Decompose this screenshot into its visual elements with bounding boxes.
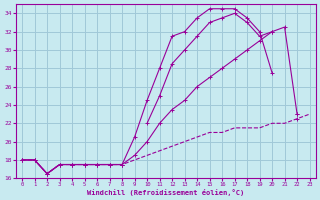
X-axis label: Windchill (Refroidissement éolien,°C): Windchill (Refroidissement éolien,°C) bbox=[87, 189, 244, 196]
